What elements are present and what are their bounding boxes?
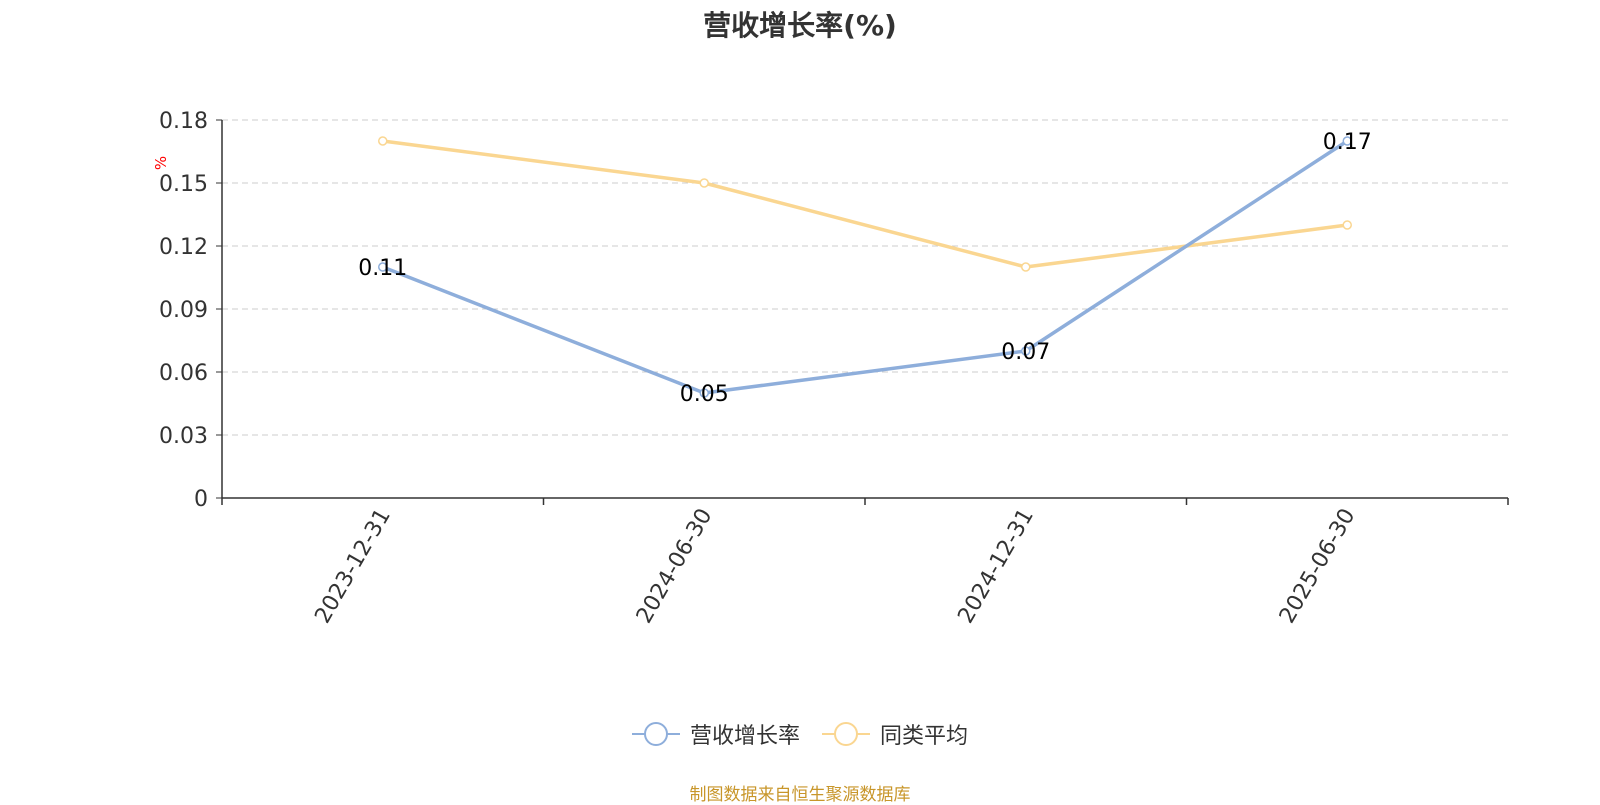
series-2-point xyxy=(1021,262,1031,272)
y-tick-label: 0.18 xyxy=(159,109,208,134)
axes: 0 0.03 0.06 0.09 0.12 0.15 0.18 2023-12-31 2024-… xyxy=(159,109,1509,628)
x-tick-label: 2025-06-30 xyxy=(1275,505,1361,628)
y-tick-label: 0.12 xyxy=(159,235,208,260)
series-2-point xyxy=(699,178,709,188)
series-1-point xyxy=(378,262,388,272)
source-note: 制图数据来自恒生聚源数据库 xyxy=(689,785,911,805)
legend-label: 同类平均 xyxy=(880,724,969,749)
legend-item-series-2[interactable]: 同类平均 xyxy=(822,718,968,750)
y-tick-label: 0.15 xyxy=(159,172,208,197)
grid-lines xyxy=(222,119,1508,436)
y-tick-label: 0.06 xyxy=(159,361,208,386)
series-2-point xyxy=(378,136,388,146)
data-label: 0.11 xyxy=(358,256,407,281)
legend-label: 营收增长率 xyxy=(689,724,800,749)
series-1-point xyxy=(699,388,709,398)
series-1-point xyxy=(1021,346,1031,356)
x-tick-label: 2023-12-31 xyxy=(310,505,396,628)
x-tick-label: 2024-12-31 xyxy=(953,505,1039,628)
data-labels: 0.11 0.05 0.07 0.17 xyxy=(358,130,1371,407)
legend-item-series-1[interactable]: 营收增长率 xyxy=(631,718,800,750)
y-tick-label: 0.03 xyxy=(159,424,208,449)
x-tick-label: 2024-06-30 xyxy=(632,505,718,628)
series-line-2 xyxy=(382,139,1348,269)
legend: 营收增长率 同类平均 xyxy=(0,718,1600,750)
series-line-1 xyxy=(382,139,1349,395)
y-axis-unit-label: % xyxy=(152,156,170,170)
series-2-point xyxy=(1342,220,1352,230)
data-label: 0.05 xyxy=(680,382,729,407)
series-1-point xyxy=(1342,136,1352,146)
legend-line-circle-icon xyxy=(822,722,870,746)
legend-line-circle-icon xyxy=(631,722,680,746)
y-tick-label: 0.09 xyxy=(159,298,208,323)
series-lines xyxy=(378,136,1352,398)
data-label: 0.17 xyxy=(1323,130,1372,155)
data-label: 0.07 xyxy=(1001,340,1050,365)
chart-title: 营收增长率(%) xyxy=(703,9,897,42)
y-tick-label: 0 xyxy=(194,487,208,512)
